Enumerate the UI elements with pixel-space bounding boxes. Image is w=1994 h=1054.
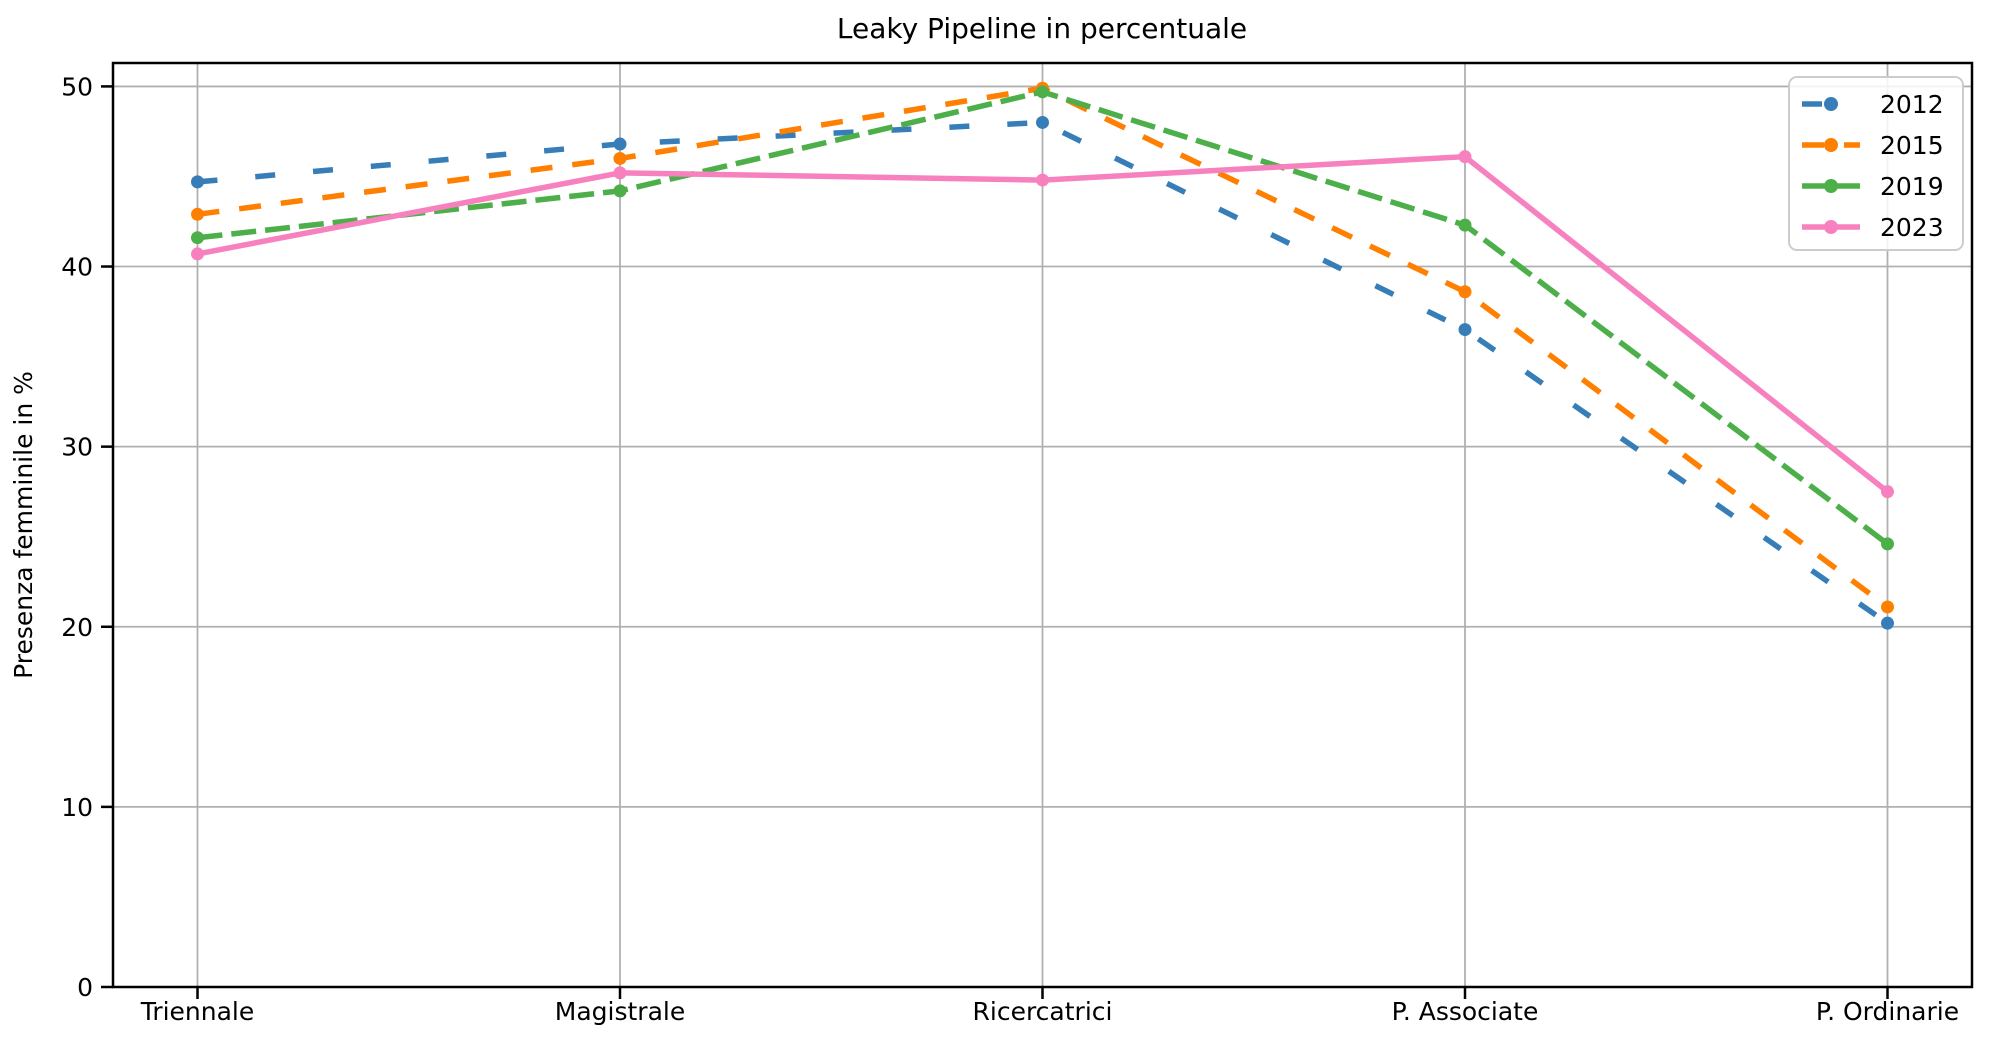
x-tick-label: Magistrale [555,997,685,1026]
data-point-marker [613,166,627,180]
data-point-marker [191,175,204,189]
x-tick-label: Ricercatrici [973,997,1113,1026]
data-point-marker [1881,600,1894,614]
x-tick-label: P. Ordinarie [1816,997,1959,1026]
data-point-marker [1036,115,1049,129]
x-tick-label: Triennale [140,997,255,1026]
chart-title: Leaky Pipeline in percentuale [837,12,1247,45]
data-point-marker [191,247,204,261]
legend-label: 2019 [1880,172,1944,201]
data-point-marker [191,231,204,245]
data-point-marker [613,137,627,151]
data-point-marker [1881,616,1894,630]
data-point-marker [1881,485,1894,499]
y-tick-label: 20 [61,613,93,642]
data-point-marker [613,151,627,165]
legend-label: 2015 [1880,131,1944,160]
x-tick-label: P. Associate [1392,997,1539,1026]
data-point-marker [1881,537,1894,551]
legend-sample-marker [1824,179,1838,193]
legend-label: 2023 [1880,213,1944,242]
series-2012 [191,115,1894,630]
y-tick-label: 50 [61,72,93,101]
y-tick-label: 10 [61,793,93,822]
tick-labels-layer: 0 10 20 30 40 50 Triennale Magistrale Ricercatri… [61,72,1959,1026]
data-point-marker [191,207,204,221]
legend-item-2023: 2023 [1802,213,1944,242]
legend-item-2015: 2015 [1802,131,1944,160]
data-point-marker [613,184,627,198]
legend-sample-marker [1824,97,1838,111]
data-point-marker [1458,323,1472,337]
data-point-marker [1458,218,1472,232]
series-2023 [191,150,1894,499]
legend-sample-marker [1824,220,1838,234]
legend-label: 2012 [1880,90,1944,119]
legend-item-2019: 2019 [1802,172,1944,201]
data-point-marker [1458,285,1472,299]
data-point-marker [1036,173,1049,187]
data-point-marker [1458,150,1472,164]
y-tick-label: 0 [77,973,93,1002]
legend: 2012 2015 2019 2023 [1788,76,1964,251]
y-axis-label: Presenza femminile in % [9,371,38,679]
series-2019 [191,85,1894,551]
legend-item-2012: 2012 [1802,90,1944,119]
legend-box [1788,76,1964,251]
grid-layer [113,63,1972,988]
legend-sample-marker [1824,138,1838,152]
data-point-marker [1036,85,1049,99]
y-tick-label: 40 [61,253,93,282]
series-layer [191,81,1894,630]
y-tick-label: 30 [61,433,93,462]
